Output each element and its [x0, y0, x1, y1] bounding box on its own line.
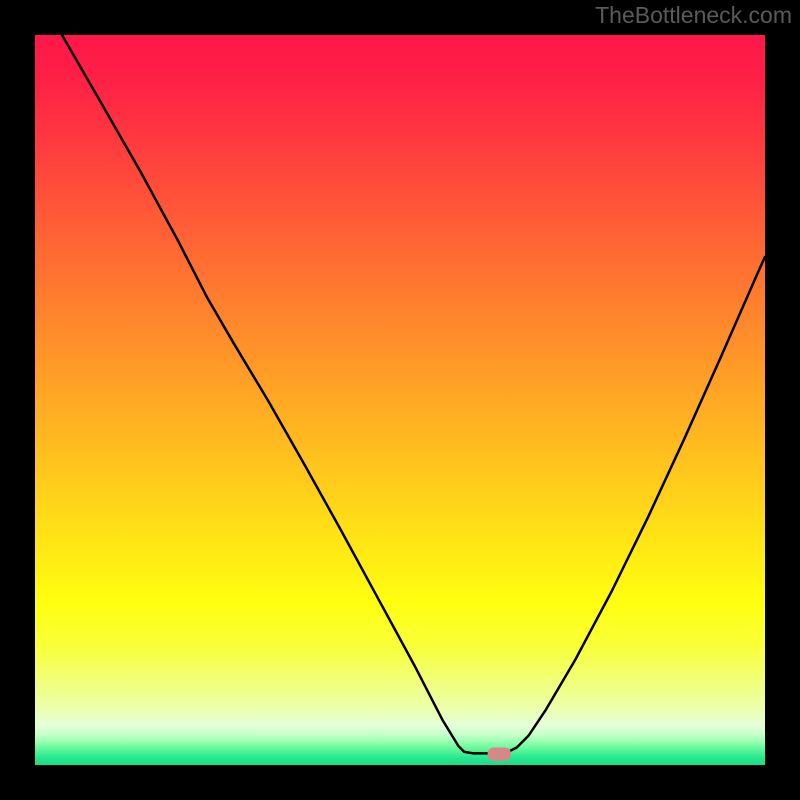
optimal-marker: [488, 747, 511, 760]
bottleneck-chart: [0, 0, 800, 800]
watermark-text: TheBottleneck.com: [595, 2, 792, 29]
chart-container: TheBottleneck.com: [0, 0, 800, 800]
chart-gradient-bg: [35, 35, 765, 765]
